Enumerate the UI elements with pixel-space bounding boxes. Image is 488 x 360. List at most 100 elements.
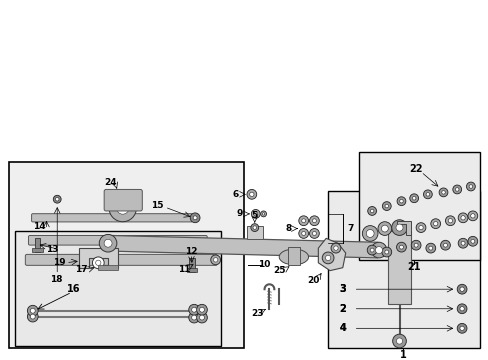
Circle shape: [470, 214, 474, 218]
Text: 10: 10: [258, 260, 270, 269]
Circle shape: [418, 225, 422, 230]
Circle shape: [441, 190, 445, 194]
Polygon shape: [396, 221, 410, 235]
Circle shape: [381, 225, 387, 232]
Circle shape: [309, 216, 319, 226]
Bar: [287, 247, 299, 265]
Circle shape: [391, 220, 407, 235]
Text: 11: 11: [178, 265, 190, 274]
Circle shape: [433, 221, 437, 226]
Circle shape: [425, 193, 429, 196]
Text: 7: 7: [346, 224, 353, 233]
Bar: [15, 230, 220, 346]
Text: 12: 12: [184, 247, 197, 256]
Circle shape: [104, 239, 112, 247]
FancyBboxPatch shape: [25, 255, 217, 265]
Circle shape: [423, 190, 431, 199]
FancyBboxPatch shape: [106, 235, 378, 258]
Text: 2: 2: [339, 304, 346, 314]
Circle shape: [109, 194, 136, 222]
Circle shape: [30, 314, 35, 319]
Text: 2: 2: [339, 304, 346, 314]
Text: 6: 6: [232, 190, 238, 199]
Text: 1: 1: [399, 350, 406, 360]
Ellipse shape: [279, 249, 308, 265]
Text: 8: 8: [285, 224, 291, 233]
Circle shape: [325, 255, 330, 261]
Circle shape: [250, 224, 258, 231]
Circle shape: [191, 307, 196, 312]
Circle shape: [188, 304, 199, 315]
Circle shape: [454, 188, 458, 191]
Circle shape: [460, 216, 464, 220]
Circle shape: [384, 204, 388, 208]
Circle shape: [199, 315, 204, 320]
Circle shape: [252, 226, 256, 229]
Circle shape: [369, 248, 373, 252]
Text: 4: 4: [339, 323, 346, 333]
Circle shape: [459, 326, 463, 330]
Circle shape: [409, 194, 418, 203]
Circle shape: [466, 182, 474, 191]
Circle shape: [456, 284, 466, 294]
Circle shape: [384, 250, 388, 254]
Circle shape: [438, 188, 447, 197]
Circle shape: [249, 192, 253, 197]
Circle shape: [470, 239, 474, 243]
Circle shape: [369, 209, 373, 213]
Circle shape: [190, 213, 200, 223]
Circle shape: [301, 231, 305, 235]
Circle shape: [377, 222, 391, 235]
Bar: [98, 265, 118, 270]
Bar: [32, 248, 42, 252]
Circle shape: [246, 189, 256, 199]
Circle shape: [410, 240, 420, 250]
Circle shape: [96, 260, 101, 265]
Circle shape: [188, 312, 199, 323]
Circle shape: [116, 202, 129, 214]
Circle shape: [457, 213, 467, 223]
Circle shape: [452, 185, 461, 194]
Circle shape: [298, 229, 308, 238]
Circle shape: [27, 311, 38, 322]
Circle shape: [396, 197, 405, 206]
Circle shape: [301, 219, 305, 223]
Circle shape: [309, 229, 319, 238]
Circle shape: [199, 307, 204, 312]
Text: 24: 24: [104, 178, 117, 187]
Circle shape: [467, 211, 477, 221]
Circle shape: [430, 219, 440, 229]
Text: 23: 23: [251, 309, 264, 318]
Circle shape: [396, 338, 402, 344]
Bar: [327, 192, 479, 348]
Circle shape: [366, 230, 373, 237]
Circle shape: [213, 258, 218, 262]
Circle shape: [396, 242, 406, 252]
Circle shape: [312, 219, 316, 223]
Text: 16: 16: [67, 284, 81, 294]
Text: 14: 14: [33, 222, 46, 231]
Circle shape: [260, 211, 266, 217]
Polygon shape: [318, 238, 345, 271]
Circle shape: [399, 245, 403, 249]
Circle shape: [445, 216, 454, 226]
Text: 18: 18: [50, 275, 62, 284]
Text: 5: 5: [251, 211, 257, 220]
Circle shape: [459, 287, 463, 291]
Circle shape: [457, 238, 467, 248]
Bar: [387, 230, 410, 304]
FancyBboxPatch shape: [32, 214, 192, 222]
Text: 3: 3: [339, 284, 346, 294]
Circle shape: [30, 308, 35, 313]
Polygon shape: [79, 248, 118, 268]
Circle shape: [366, 245, 376, 255]
Circle shape: [322, 252, 333, 264]
Circle shape: [459, 307, 463, 311]
Bar: [189, 258, 195, 271]
Circle shape: [467, 237, 477, 246]
Text: 19: 19: [53, 258, 65, 267]
Text: 25: 25: [272, 266, 285, 275]
Bar: [359, 152, 479, 260]
Circle shape: [99, 234, 117, 252]
Circle shape: [27, 305, 38, 316]
